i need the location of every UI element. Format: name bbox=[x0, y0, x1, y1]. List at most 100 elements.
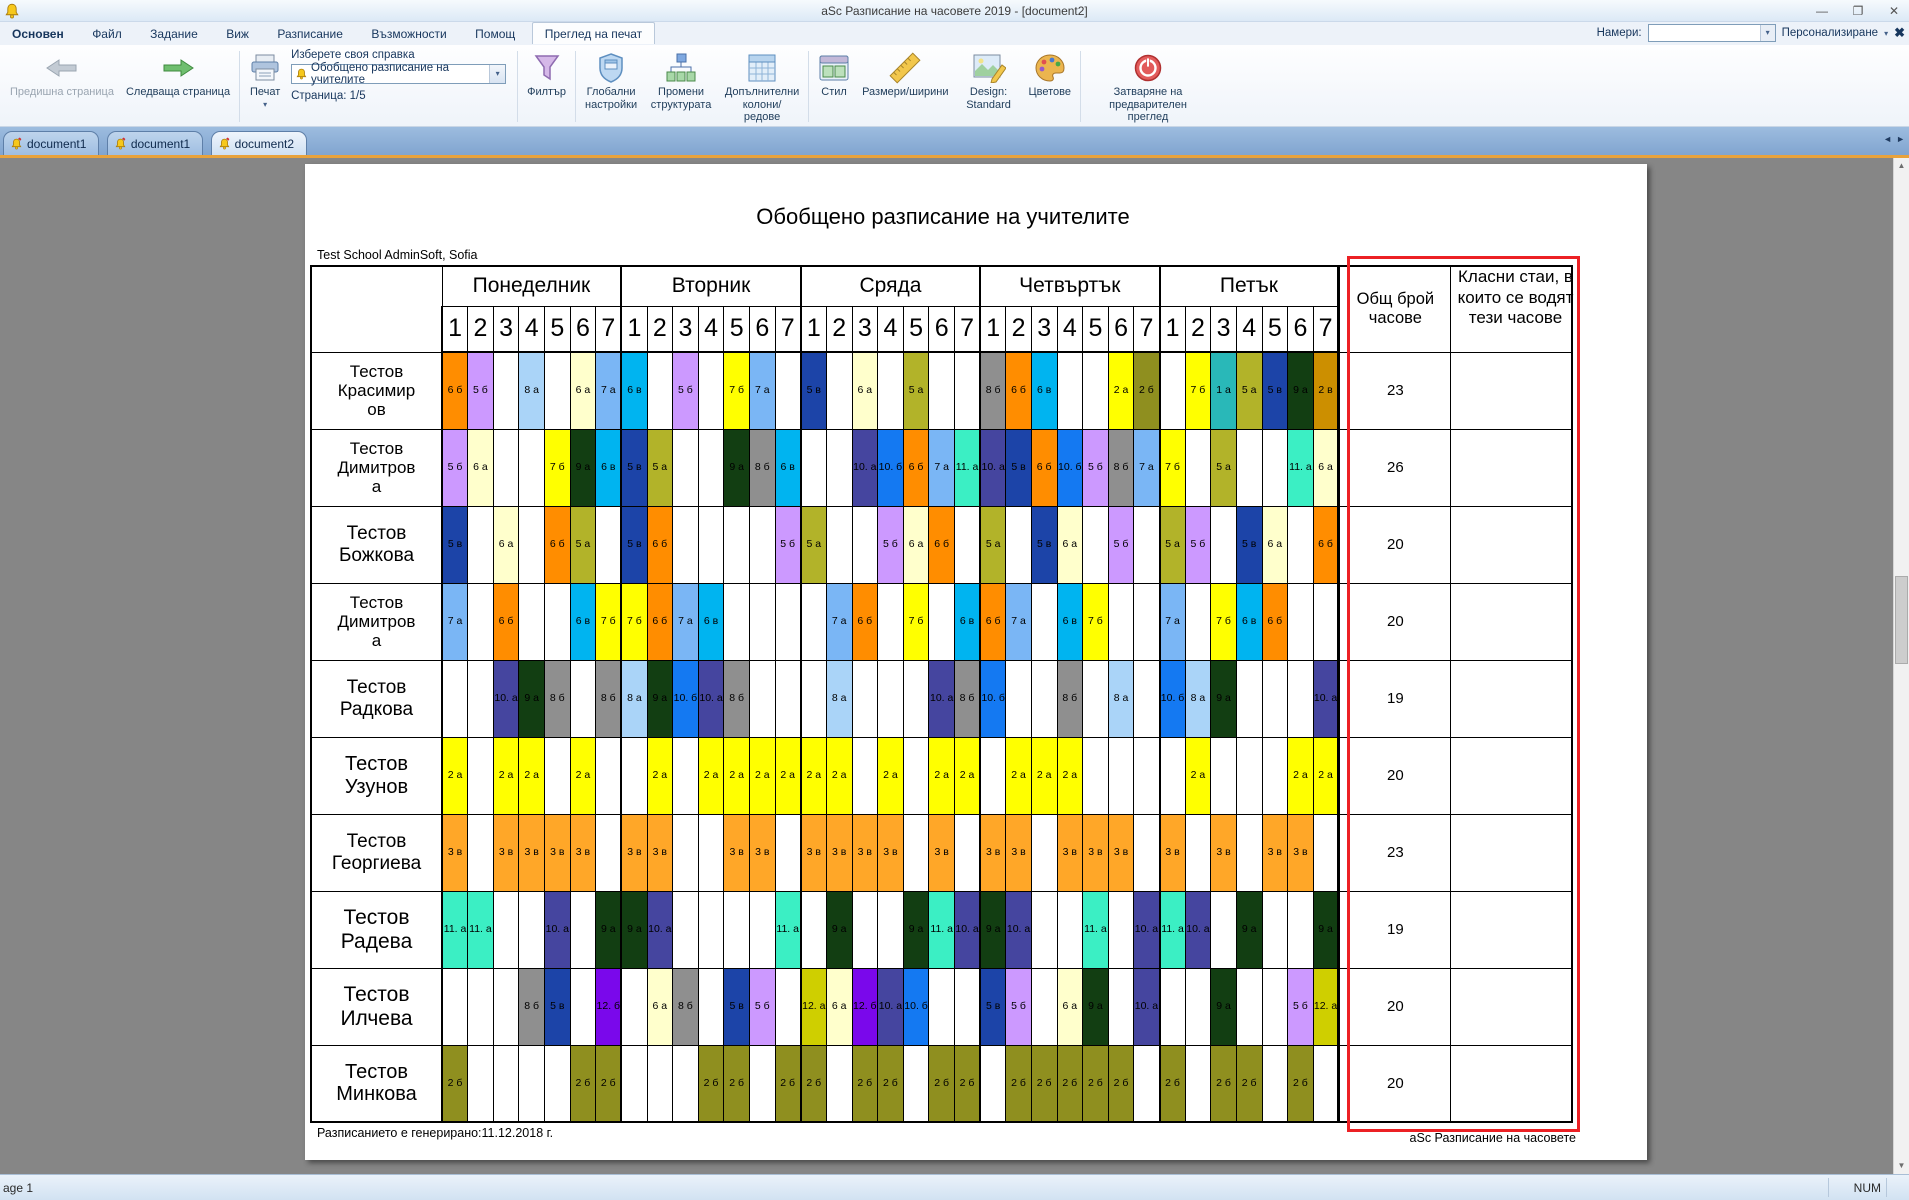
teacher-name-cell: ТестовДимитрова bbox=[311, 429, 442, 506]
filter-button[interactable]: Филтър bbox=[521, 47, 572, 126]
lesson-cell: 2 б bbox=[1288, 1045, 1314, 1122]
lesson-cell: 2 б bbox=[929, 1045, 955, 1122]
ribbon-separator bbox=[239, 51, 240, 122]
period-header: 1 bbox=[621, 306, 647, 352]
extra-columns-button[interactable]: Допълнителни колони/редове bbox=[719, 47, 805, 126]
period-header: 1 bbox=[1160, 306, 1186, 352]
lesson-cell: 8 б bbox=[545, 660, 571, 737]
generated-footer: Разписанието е генерирано:11.12.2018 г. bbox=[317, 1126, 553, 1140]
printer-icon bbox=[249, 50, 281, 86]
bell-icon bbox=[295, 67, 308, 81]
lesson-cell: 2 а bbox=[570, 737, 596, 814]
empty-cell bbox=[750, 1045, 776, 1122]
empty-cell bbox=[493, 891, 519, 968]
scroll-down-icon[interactable]: ▼ bbox=[1894, 1158, 1909, 1174]
print-button[interactable]: Печат ▾ bbox=[243, 47, 287, 126]
lesson-cell: 6 в bbox=[775, 429, 801, 506]
empty-cell bbox=[442, 660, 468, 737]
tab-vizh[interactable]: Виж bbox=[214, 23, 261, 44]
scrollbar-thumb[interactable] bbox=[1895, 576, 1908, 664]
teacher-name-cell: ТестовБожкова bbox=[311, 506, 442, 583]
doc-tab-document2[interactable]: document2 bbox=[211, 131, 307, 155]
empty-cell bbox=[1031, 583, 1057, 660]
lesson-cell: 3 в bbox=[750, 814, 776, 891]
lesson-cell: 10. а bbox=[1134, 968, 1160, 1045]
lesson-cell: 9 а bbox=[570, 429, 596, 506]
tab-osnoven[interactable]: Основен bbox=[0, 23, 76, 44]
empty-cell bbox=[519, 583, 545, 660]
shield-icon bbox=[597, 50, 625, 86]
empty-cell bbox=[878, 583, 904, 660]
picture-pencil-icon bbox=[972, 50, 1006, 86]
total-hours-header: Общ брой часове bbox=[1339, 266, 1451, 352]
lesson-cell: 9 а bbox=[980, 891, 1006, 968]
lesson-cell: 3 в bbox=[929, 814, 955, 891]
document-tab-strip: document1 document1 document2 ◄ ► bbox=[0, 127, 1909, 158]
rooms-cell bbox=[1451, 429, 1572, 506]
lesson-cell: 6 б bbox=[545, 506, 571, 583]
tab-pomosht[interactable]: Помощ bbox=[463, 23, 527, 44]
empty-cell bbox=[1134, 583, 1160, 660]
rooms-cell bbox=[1451, 1045, 1572, 1122]
tab-zadanie[interactable]: Задание bbox=[138, 23, 210, 44]
empty-cell bbox=[545, 352, 571, 429]
lesson-cell: 8 б bbox=[1057, 660, 1083, 737]
report-picker-group: Изберете своя справка Обобщено разписани… bbox=[287, 47, 514, 126]
tab-fail[interactable]: Файл bbox=[80, 23, 134, 44]
next-page-button[interactable]: Следваща страница bbox=[120, 47, 236, 126]
global-settings-button[interactable]: Глобални настройки bbox=[579, 47, 643, 126]
minimize-button[interactable]: — bbox=[1815, 4, 1829, 18]
empty-cell bbox=[442, 968, 468, 1045]
empty-cell bbox=[673, 1045, 699, 1122]
chevron-down-icon[interactable]: ▾ bbox=[1760, 25, 1775, 41]
empty-cell bbox=[903, 814, 929, 891]
lesson-cell: 10. а bbox=[493, 660, 519, 737]
tab-pregled-na-pechat[interactable]: Преглед на печат bbox=[532, 22, 655, 44]
scroll-up-icon[interactable]: ▲ bbox=[1894, 158, 1909, 174]
report-select[interactable]: Обобщено разписание на учителите ▾ bbox=[291, 64, 506, 84]
personalize-button[interactable]: Персонализиране bbox=[1782, 27, 1878, 39]
empty-cell bbox=[1134, 506, 1160, 583]
colors-button[interactable]: Цветове bbox=[1023, 47, 1077, 126]
change-structure-button[interactable]: Промени структурата bbox=[643, 47, 719, 126]
rooms-cell bbox=[1451, 814, 1572, 891]
empty-cell bbox=[775, 352, 801, 429]
empty-cell bbox=[1211, 506, 1237, 583]
chevron-down-icon[interactable]: ▾ bbox=[489, 65, 505, 83]
lesson-cell: 6 в bbox=[1031, 352, 1057, 429]
tab-scroll-right-icon[interactable]: ► bbox=[1896, 134, 1905, 144]
close-ribbon-icon[interactable]: ✖ bbox=[1894, 25, 1905, 41]
rooms-header-cell bbox=[1451, 266, 1572, 352]
tab-vazmozhnosti[interactable]: Възможности bbox=[359, 23, 458, 44]
lesson-cell: 5 б bbox=[775, 506, 801, 583]
previous-page-button[interactable]: Предишна страница bbox=[4, 47, 120, 126]
sizes-button[interactable]: Размери/ширини bbox=[856, 47, 954, 126]
lesson-cell: 9 а bbox=[826, 891, 852, 968]
ruler-icon bbox=[887, 50, 923, 86]
period-header: 6 bbox=[570, 306, 596, 352]
find-input[interactable]: ▾ bbox=[1648, 24, 1776, 42]
empty-cell bbox=[929, 583, 955, 660]
lesson-cell: 8 а bbox=[826, 660, 852, 737]
close-preview-button[interactable]: Затваряне на предварителен преглед bbox=[1084, 47, 1212, 126]
tab-scroll-left-icon[interactable]: ◄ bbox=[1883, 134, 1892, 144]
tab-razpisanie[interactable]: Разписание bbox=[265, 23, 355, 44]
lesson-cell: 8 б bbox=[1108, 429, 1134, 506]
style-button[interactable]: Стил bbox=[812, 47, 856, 126]
lesson-cell: 12. б bbox=[852, 968, 878, 1045]
restore-button[interactable]: ❐ bbox=[1851, 4, 1865, 18]
chevron-down-icon[interactable]: ▾ bbox=[1884, 29, 1888, 38]
lesson-cell: 6 б bbox=[442, 352, 468, 429]
design-button[interactable]: Design: Standard bbox=[955, 47, 1023, 126]
doc-tab-document1b[interactable]: document1 bbox=[107, 131, 203, 155]
period-header: 2 bbox=[1006, 306, 1032, 352]
lesson-cell: 2 а bbox=[826, 737, 852, 814]
empty-cell bbox=[468, 506, 494, 583]
teacher-name-cell: ТестовИлчева bbox=[311, 968, 442, 1045]
empty-cell bbox=[1006, 506, 1032, 583]
close-button[interactable]: ✕ bbox=[1887, 4, 1901, 18]
empty-cell bbox=[519, 506, 545, 583]
chevron-down-icon: ▾ bbox=[263, 99, 267, 112]
doc-tab-document1[interactable]: document1 bbox=[3, 131, 99, 155]
vertical-scrollbar[interactable]: ▲ ▼ bbox=[1893, 158, 1909, 1174]
